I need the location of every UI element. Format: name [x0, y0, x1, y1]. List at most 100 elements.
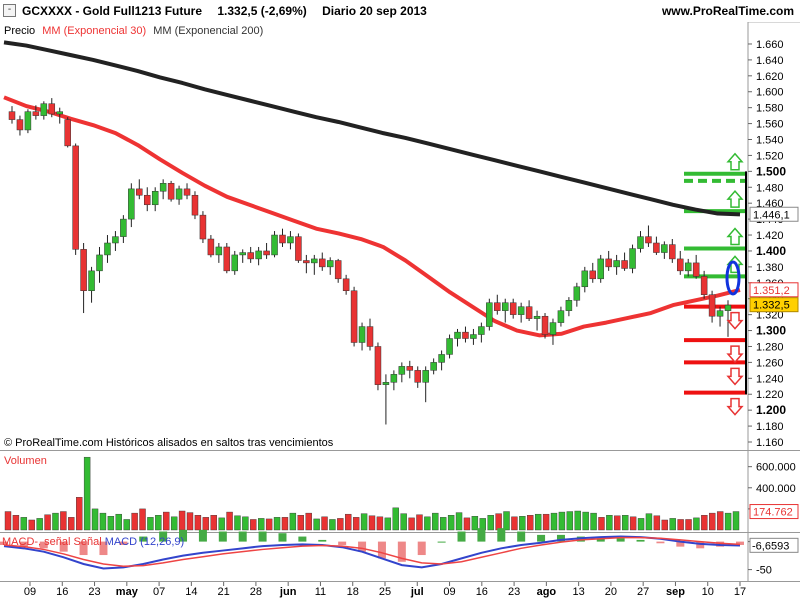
brand-link[interactable]: www.ProRealTime.com [661, 4, 794, 18]
macd-legend-macd: MACD (12,26,9) [105, 536, 184, 548]
macd-histogram-bar [656, 541, 665, 544]
macd-histogram-bar [99, 541, 108, 556]
volume-bar [242, 516, 249, 531]
ema30-layer [3, 95, 741, 338]
volume-bar [178, 510, 186, 531]
volume-bar [368, 515, 376, 531]
arrow-up-icon [726, 227, 744, 246]
volume-bar [463, 517, 471, 531]
price-panel[interactable] [0, 22, 748, 450]
volume-bar [709, 512, 716, 531]
candle-body [128, 188, 135, 220]
price-tick-label: 1.560 [756, 119, 784, 131]
volume-last-box [749, 504, 799, 520]
candle-body [406, 366, 414, 371]
volume-bar [163, 511, 170, 531]
volume-bar [115, 513, 122, 531]
volume-bar [645, 513, 653, 531]
volume-bar [440, 517, 447, 531]
x-tick-label: 10 [702, 586, 714, 598]
volume-bar [297, 515, 304, 531]
volume-bar [289, 512, 297, 531]
candle-body [517, 306, 525, 315]
candle-body [120, 218, 127, 237]
candle-body [64, 119, 71, 147]
volume-bar [281, 517, 289, 531]
candle-body [613, 260, 620, 268]
x-tick-label: 09 [443, 586, 455, 598]
volume-bar [91, 508, 99, 531]
price-tick-label: 1.540 [756, 135, 784, 147]
volume-bar [550, 512, 558, 531]
x-tick-label: sep [666, 586, 685, 598]
volume-bar [202, 517, 210, 531]
candle-body [199, 214, 207, 240]
candle-body [422, 370, 429, 383]
volume-bar [511, 516, 518, 531]
candle-body [191, 194, 199, 216]
candle-body [653, 242, 660, 253]
volume-bar [653, 515, 661, 531]
candle-body [24, 111, 32, 131]
candle-body [207, 238, 215, 256]
arrow-down-icon [726, 345, 744, 364]
volume-bar [487, 515, 494, 531]
candle-body [398, 366, 406, 375]
macd-histogram-bar [119, 541, 128, 545]
collapse-toggle-button[interactable]: - [3, 4, 16, 17]
price-change: 1.332,5 (-2,69%) [217, 4, 307, 18]
legend-precio: Precio [4, 25, 35, 37]
macd-histogram-bar [616, 538, 625, 542]
macd-histogram-bar [477, 528, 486, 542]
volume-bar [250, 519, 257, 531]
price-label-text: 1.351,2 [753, 285, 790, 297]
volume-bar [329, 519, 336, 531]
volume-bar [400, 513, 407, 531]
candle-body [645, 236, 652, 244]
arrow-down-icon [726, 397, 744, 416]
volume-bar [622, 515, 629, 531]
macd-histogram-bar [298, 536, 307, 542]
candle-body [311, 258, 318, 264]
macd-last-label: -6,6593 [752, 540, 789, 552]
candle-body [501, 302, 509, 311]
volume-bar [194, 515, 202, 531]
volume-bar [218, 517, 225, 531]
candle-body [104, 242, 111, 256]
price-label-box [749, 297, 799, 313]
candle-body [48, 103, 56, 115]
volume-bar [447, 515, 455, 531]
candle-body [175, 188, 183, 200]
candle-body [319, 258, 326, 268]
macd-histogram-bar [417, 541, 426, 556]
x-tick-label: 27 [637, 586, 649, 598]
price-tick-label: 1.500 [756, 164, 786, 178]
volume-bar [685, 519, 692, 531]
signal-line [3, 536, 741, 567]
price-tick-label: 1.260 [756, 357, 784, 369]
macd-histogram-bar [318, 539, 327, 542]
x-tick-label: 11 [315, 586, 326, 598]
candle-body [16, 119, 24, 131]
volume-bar [4, 511, 12, 531]
ema200-layer [3, 40, 741, 217]
price-tick-label: 1.220 [756, 389, 784, 401]
candle-body [629, 248, 636, 269]
candle-body [669, 244, 676, 260]
volume-bar [629, 516, 637, 531]
x-tick-label: 20 [605, 586, 617, 598]
volume-bar [60, 511, 67, 531]
macd-histogram-bar [0, 541, 8, 545]
candle-body [40, 103, 48, 116]
arrow-down-icon [726, 311, 744, 330]
macd-histogram-bar [278, 533, 287, 542]
candle-body [239, 252, 246, 256]
candle-body [358, 326, 366, 343]
price-labels: 1.446,1 1.351,2 1.332,5 [749, 206, 799, 313]
x-tick-label: ago [537, 586, 557, 598]
volume-bar [590, 512, 597, 531]
volume-bar [321, 516, 328, 531]
macd-histogram-bar [19, 541, 28, 547]
price-tick-label: 1.180 [756, 421, 784, 433]
candle-body [414, 370, 421, 383]
